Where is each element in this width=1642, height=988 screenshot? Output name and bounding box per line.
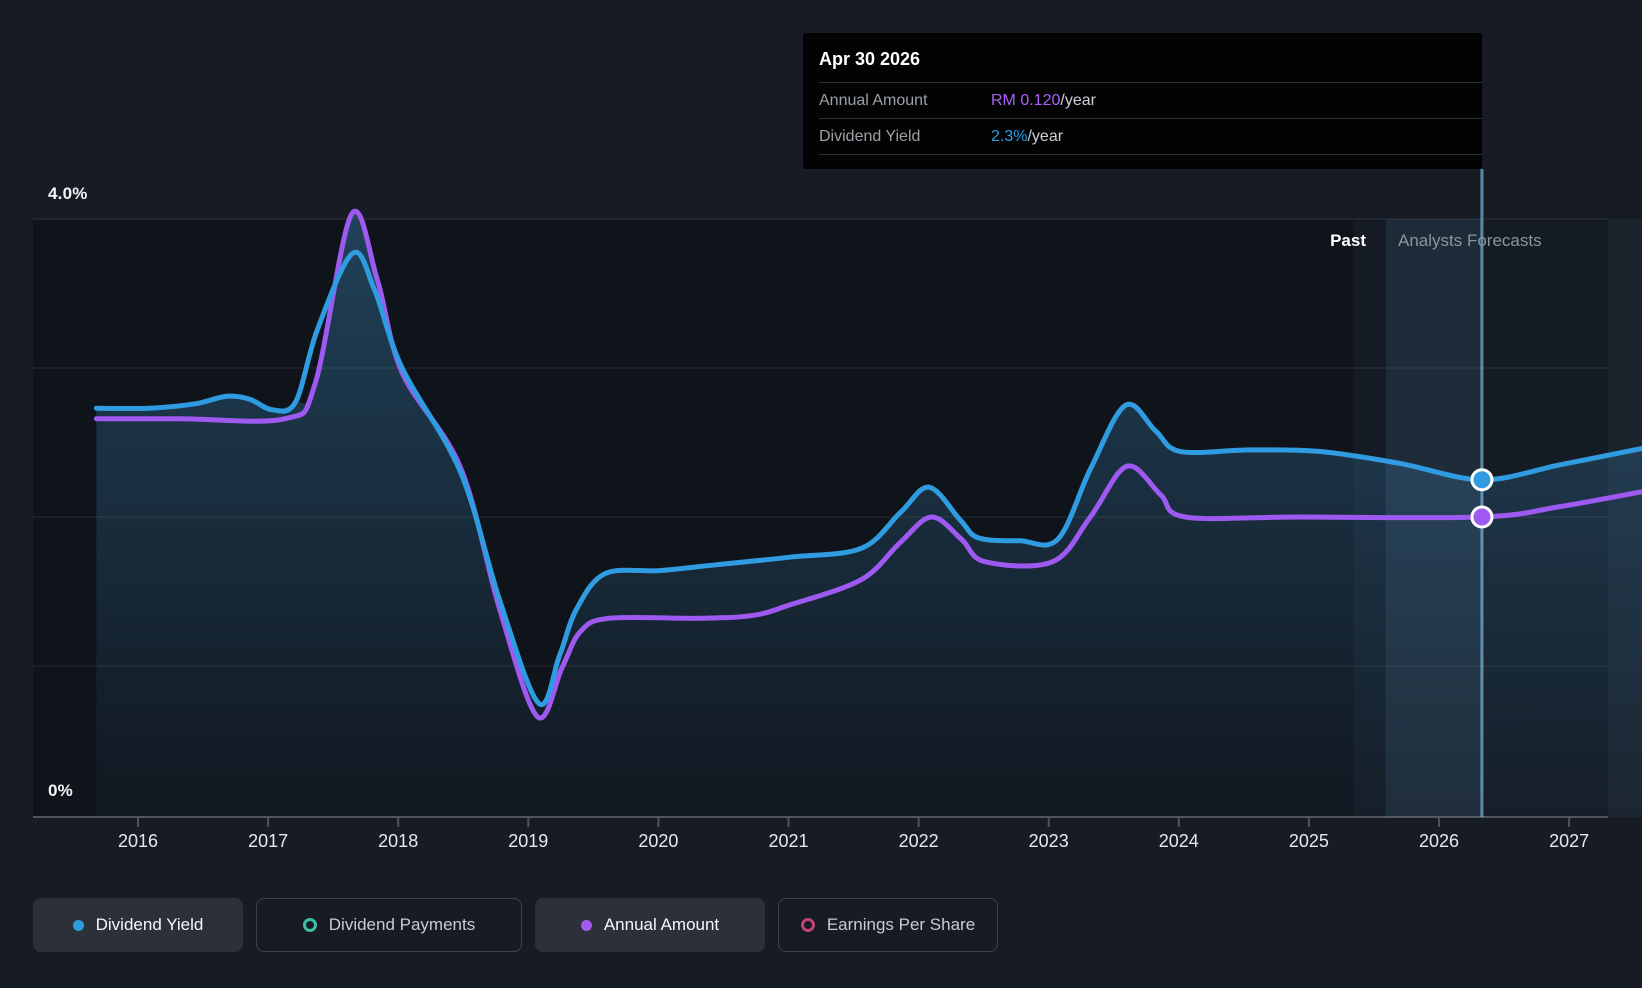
- tooltip-row-suffix: /year: [1060, 91, 1096, 109]
- x-axis-label-2020: 2020: [638, 831, 679, 851]
- dividend-yield-marker[interactable]: [1470, 468, 1494, 492]
- legend-label: Annual Amount: [603, 915, 720, 934]
- x-axis-label-2027: 2027: [1549, 831, 1590, 851]
- earnings-per-share-marker-icon: [800, 918, 815, 932]
- tooltip-row-value: RM 0.120: [991, 91, 1061, 109]
- x-axis-label-2025: 2025: [1288, 831, 1329, 851]
- x-axis-label-2026: 2026: [1418, 831, 1460, 851]
- dividend-payments-marker-icon: [302, 918, 317, 932]
- x-axis-label-2021: 2021: [768, 831, 809, 851]
- legend-label: Dividend Yield: [95, 915, 204, 934]
- legend: Dividend Yield Dividend Payments Annual Am…: [33, 898, 998, 952]
- x-axis-label-2023: 2023: [1028, 831, 1069, 851]
- annual-amount-marker-icon: [580, 919, 592, 931]
- legend-button-dividend-payments[interactable]: Dividend Payments: [256, 898, 522, 952]
- legend-label: Earnings Per Share: [826, 915, 976, 934]
- tooltip-row-dividend-yield: Dividend Yield 2.3%/year: [819, 118, 1482, 154]
- tooltip-row-suffix: /year: [1027, 127, 1064, 145]
- analysts-forecasts-label: Analysts Forecasts: [1398, 231, 1542, 250]
- past-region-label: Past: [1330, 231, 1366, 250]
- tooltip-row-value: 2.3%: [991, 127, 1028, 145]
- x-axis-label-2022: 2022: [898, 831, 939, 851]
- y-axis-label-bottom: 0%: [48, 781, 73, 800]
- dividend-yield-line: [93, 249, 1642, 708]
- tooltip-row-label: Dividend Yield: [819, 127, 921, 145]
- area-fill: [96, 211, 1642, 818]
- dividend-yield-marker-icon: [72, 919, 84, 931]
- legend-label: Dividend Payments: [328, 915, 476, 934]
- x-axis-label-2016: 2016: [117, 831, 159, 851]
- tooltip-row-label: Annual Amount: [819, 91, 928, 109]
- y-axis-label-top: 4.0%: [48, 184, 88, 203]
- x-axis-label-2018: 2018: [378, 831, 419, 851]
- x-axis-labels: 2016 2017 2018 2019 2020 2021 2022 2023 2024 2025…: [0, 831, 1642, 857]
- x-axis-label-2019: 2019: [508, 831, 549, 851]
- legend-button-annual-amount[interactable]: Annual Amount: [535, 898, 765, 952]
- annual-amount-marker[interactable]: [1470, 505, 1494, 529]
- legend-button-dividend-yield[interactable]: Dividend Yield: [33, 898, 243, 952]
- tooltip: Apr 30 2026 Annual Amount RM 0.120/year Di…: [803, 33, 1482, 169]
- tooltip-date: Apr 30 2026: [819, 49, 921, 69]
- x-axis-label-2017: 2017: [248, 831, 289, 851]
- x-axis-label-2024: 2024: [1158, 831, 1199, 851]
- annual-amount-line: [93, 209, 1642, 721]
- tooltip-row-annual-amount: Annual Amount RM 0.120/year: [819, 82, 1482, 118]
- legend-button-earnings-per-share[interactable]: Earnings Per Share: [778, 898, 998, 952]
